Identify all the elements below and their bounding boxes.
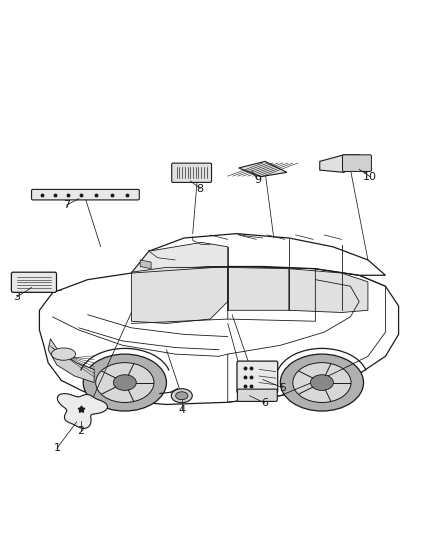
Text: 4: 4 [178,405,185,415]
Polygon shape [289,269,368,312]
FancyBboxPatch shape [172,163,212,182]
Text: 1: 1 [53,443,60,453]
FancyBboxPatch shape [32,189,139,200]
Polygon shape [239,161,287,177]
Polygon shape [228,268,289,310]
Text: 6: 6 [261,398,268,408]
Polygon shape [131,243,228,273]
FancyBboxPatch shape [237,361,278,393]
Ellipse shape [51,348,75,360]
Polygon shape [131,268,228,324]
Text: 3: 3 [13,292,20,302]
Text: 2: 2 [78,426,85,436]
Polygon shape [57,394,108,429]
Polygon shape [48,339,94,383]
Text: 8: 8 [197,183,204,193]
Ellipse shape [113,375,136,390]
Ellipse shape [95,362,154,402]
Ellipse shape [293,362,351,402]
Ellipse shape [280,354,364,411]
Text: 10: 10 [363,172,377,182]
Text: 9: 9 [254,175,261,185]
FancyBboxPatch shape [343,155,371,172]
Text: 7: 7 [63,200,70,210]
Ellipse shape [311,375,333,390]
Polygon shape [320,155,359,172]
Polygon shape [140,260,151,269]
FancyBboxPatch shape [11,272,57,292]
Text: 5: 5 [279,383,286,393]
Polygon shape [131,233,385,275]
Ellipse shape [171,389,192,403]
Ellipse shape [83,354,166,411]
FancyBboxPatch shape [237,389,277,401]
Polygon shape [39,266,399,405]
Ellipse shape [176,392,188,400]
